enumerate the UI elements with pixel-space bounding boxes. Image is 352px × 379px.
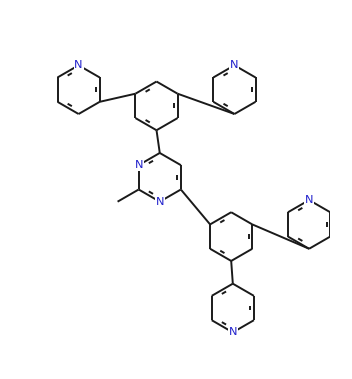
Text: N: N: [134, 160, 143, 170]
Text: N: N: [156, 197, 164, 207]
Text: N: N: [74, 60, 83, 70]
Text: N: N: [228, 327, 237, 337]
Text: N: N: [230, 60, 239, 70]
Text: N: N: [305, 195, 313, 205]
